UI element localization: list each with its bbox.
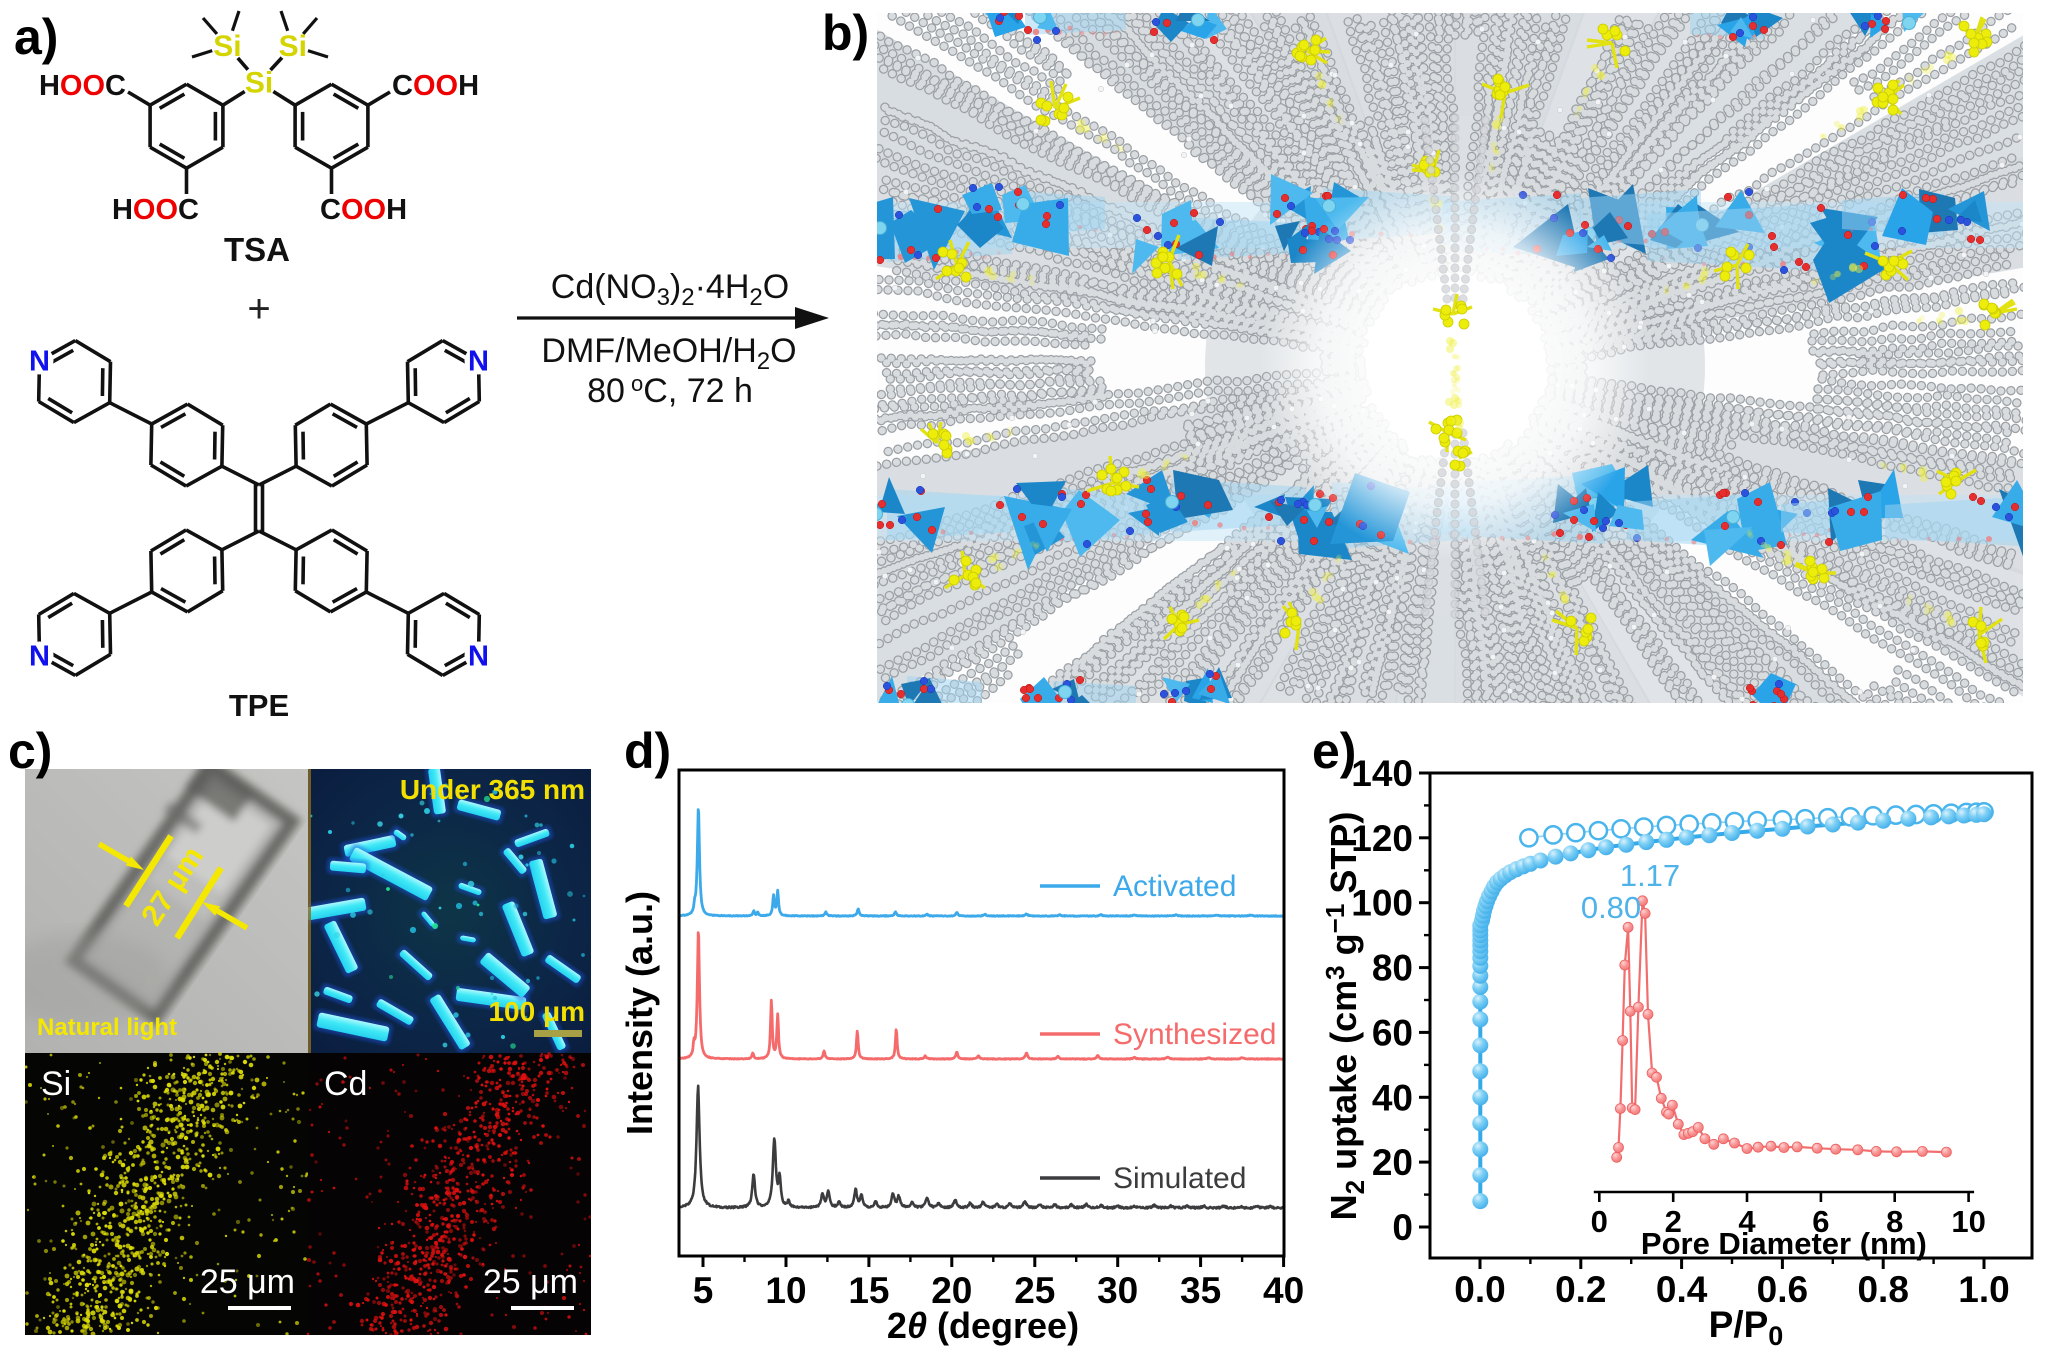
svg-text:10: 10 <box>1951 1204 1985 1239</box>
svg-text:0.4: 0.4 <box>1656 1269 1708 1310</box>
svg-text:40: 40 <box>1372 1077 1413 1118</box>
svg-text:0.6: 0.6 <box>1757 1269 1808 1310</box>
svg-text:1.17: 1.17 <box>1620 858 1680 893</box>
svg-text:2θ (degree): 2θ (degree) <box>887 1305 1079 1346</box>
svg-text:30: 30 <box>1097 1270 1138 1311</box>
svg-text:25 μm: 25 μm <box>483 1263 578 1301</box>
svg-text:0.2: 0.2 <box>1555 1269 1606 1310</box>
svg-text:TSA: TSA <box>224 231 290 268</box>
svg-text:COOH: COOH <box>320 194 407 226</box>
svg-text:Cd(NO3)2·4H2O: Cd(NO3)2·4H2O <box>551 268 789 311</box>
svg-text:0.0: 0.0 <box>1454 1269 1505 1310</box>
svg-text:2: 2 <box>1665 1204 1682 1239</box>
svg-text:HOOC: HOOC <box>112 194 199 226</box>
svg-text:N: N <box>29 641 50 673</box>
svg-text:0.8: 0.8 <box>1857 1269 1908 1310</box>
svg-text:20: 20 <box>931 1270 972 1311</box>
svg-text:8: 8 <box>1886 1204 1903 1239</box>
svg-text:Natural light: Natural light <box>37 1014 177 1041</box>
svg-text:40: 40 <box>1263 1270 1304 1311</box>
svg-text:TPE: TPE <box>229 688 289 723</box>
svg-text:N: N <box>468 346 489 378</box>
svg-text:1.0: 1.0 <box>1958 1269 2009 1310</box>
svg-text:Si: Si <box>41 1065 71 1103</box>
svg-text:N: N <box>468 641 489 673</box>
svg-text:5: 5 <box>693 1270 714 1311</box>
svg-text:Si: Si <box>279 30 307 63</box>
svg-text:Intensity (a.u.): Intensity (a.u.) <box>620 891 660 1135</box>
svg-text:COOH: COOH <box>392 70 479 102</box>
svg-text:0: 0 <box>1591 1204 1608 1239</box>
svg-text:20: 20 <box>1372 1142 1413 1183</box>
svg-text:P/P0: P/P0 <box>1709 1304 1784 1351</box>
svg-text:+: + <box>247 287 270 331</box>
svg-text:25: 25 <box>1014 1270 1055 1311</box>
svg-text:100: 100 <box>1351 883 1413 924</box>
svg-text:140: 140 <box>1351 753 1413 794</box>
svg-text:10: 10 <box>765 1270 806 1311</box>
svg-text:15: 15 <box>848 1270 889 1311</box>
svg-text:Pore Diameter (nm): Pore Diameter (nm) <box>1641 1226 1927 1261</box>
svg-text:Activated: Activated <box>1113 870 1236 903</box>
svg-text:Si: Si <box>245 67 273 100</box>
svg-text:6: 6 <box>1812 1204 1829 1239</box>
svg-text:35: 35 <box>1180 1270 1221 1311</box>
svg-text:4: 4 <box>1738 1204 1756 1239</box>
svg-text:Cd: Cd <box>324 1065 367 1103</box>
svg-text:N2 uptake (cm3 g−1 STP): N2 uptake (cm3 g−1 STP) <box>1320 812 1370 1221</box>
svg-text:Synthesized: Synthesized <box>1113 1018 1276 1051</box>
svg-text:DMF/MeOH/H2O: DMF/MeOH/H2O <box>541 332 796 375</box>
svg-text:80: 80 <box>1372 948 1413 989</box>
svg-text:60: 60 <box>1372 1012 1413 1053</box>
svg-text:120: 120 <box>1351 818 1413 859</box>
svg-text:Simulated: Simulated <box>1113 1162 1246 1195</box>
svg-text:Under 365 nm: Under 365 nm <box>400 774 585 805</box>
svg-text:HOOC: HOOC <box>39 70 126 102</box>
svg-text:80 oC, 72 h: 80 oC, 72 h <box>587 371 753 410</box>
svg-text:0: 0 <box>1392 1207 1413 1248</box>
svg-text:N: N <box>29 346 50 378</box>
svg-text:Si: Si <box>213 30 241 63</box>
svg-text:0.80: 0.80 <box>1581 890 1641 925</box>
svg-text:25 μm: 25 μm <box>200 1263 295 1301</box>
svg-text:100 μm: 100 μm <box>488 996 585 1027</box>
